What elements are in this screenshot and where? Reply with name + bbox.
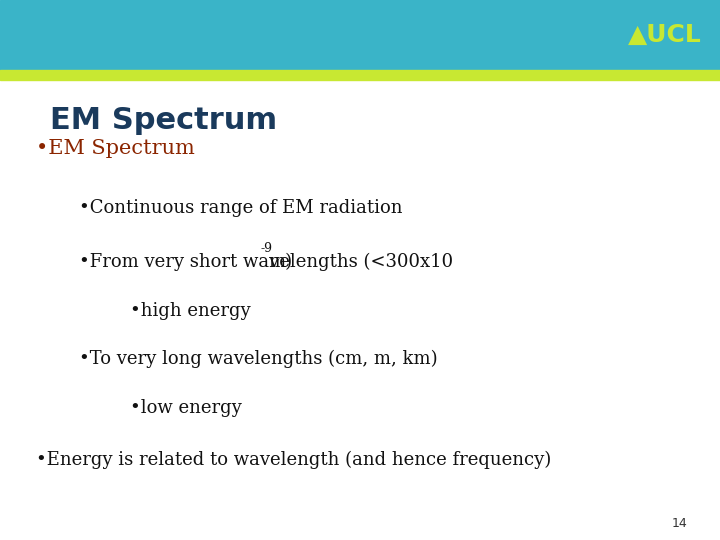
Text: ▲UCL: ▲UCL: [629, 23, 702, 47]
Text: •To very long wavelengths (cm, m, km): •To very long wavelengths (cm, m, km): [79, 350, 438, 368]
Bar: [0, 0, 720, 70]
Text: •From very short wavelengths (<300x10: •From very short wavelengths (<300x10: [79, 253, 454, 271]
Text: EM Spectrum: EM Spectrum: [50, 106, 277, 135]
Text: 14: 14: [672, 517, 688, 530]
Text: •high energy: •high energy: [130, 301, 251, 320]
Text: •EM Spectrum: •EM Spectrum: [36, 139, 195, 158]
Text: •low energy: •low energy: [130, 399, 241, 417]
Text: -9: -9: [261, 242, 272, 255]
Text: m): m): [269, 253, 293, 271]
Text: •Continuous range of EM radiation: •Continuous range of EM radiation: [79, 199, 402, 217]
Text: •Energy is related to wavelength (and hence frequency): •Energy is related to wavelength (and he…: [36, 451, 552, 469]
Bar: [0, 70, 720, 80]
